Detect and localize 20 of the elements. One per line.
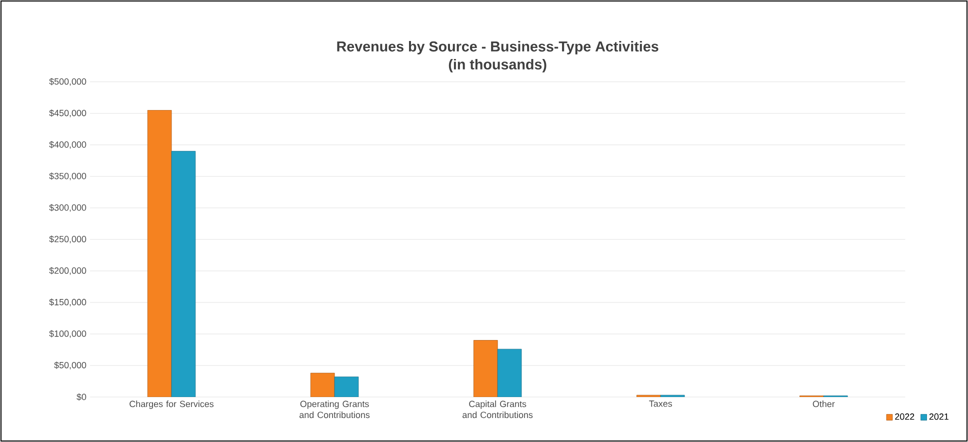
y-tick-label: $250,000 xyxy=(49,236,86,244)
y-tick-label: $150,000 xyxy=(49,298,86,306)
y-tick-label: $300,000 xyxy=(49,204,86,212)
y-tick-label: $500,000 xyxy=(49,78,86,86)
legend-label: 2022 xyxy=(895,413,914,420)
chart-subtitle: (in thousands) xyxy=(448,58,546,72)
x-tick-label: Taxes xyxy=(649,400,672,407)
y-tick-label: $400,000 xyxy=(49,140,86,149)
y-tick-label: $100,000 xyxy=(49,330,86,338)
legend-label: 2021 xyxy=(929,413,948,420)
x-tick-label: Capital Grants and Contributions xyxy=(462,400,533,418)
x-tick-label: Other xyxy=(812,400,835,408)
y-tick-label: $450,000 xyxy=(49,109,86,118)
x-tick-label: Operating Grants and Contributions xyxy=(300,400,370,418)
y-tick-label: $0 xyxy=(76,393,86,401)
y-tick-label: $350,000 xyxy=(49,172,86,180)
x-tick-label: Charges for Services xyxy=(130,400,214,409)
chart-title: Revenues by Source - Business-Type Activities xyxy=(337,41,658,54)
y-tick-label: $50,000 xyxy=(54,362,86,370)
y-tick-label: $200,000 xyxy=(49,267,86,275)
